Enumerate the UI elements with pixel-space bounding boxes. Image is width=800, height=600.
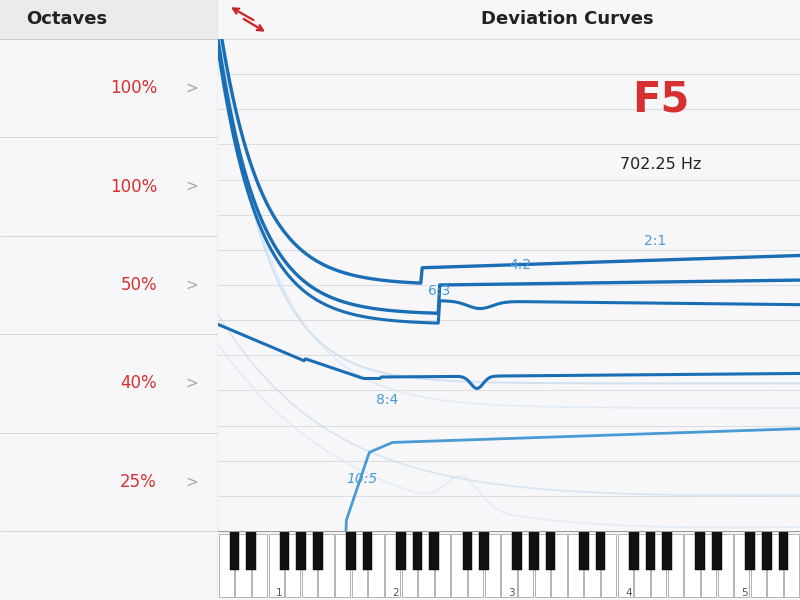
Bar (585, 534, 600, 597)
Bar (596, 531, 606, 569)
Bar (784, 534, 799, 597)
Bar (734, 534, 750, 597)
Bar (235, 534, 250, 597)
Bar (529, 531, 538, 569)
Bar (579, 531, 589, 569)
Text: 100%: 100% (110, 178, 157, 196)
Bar (634, 534, 650, 597)
Bar (662, 531, 672, 569)
Bar (318, 534, 334, 597)
Bar (451, 534, 466, 597)
Text: 2:1: 2:1 (644, 234, 666, 248)
Text: 2: 2 (392, 588, 399, 598)
Bar (252, 534, 267, 597)
Text: 1: 1 (276, 588, 282, 598)
Bar (651, 534, 666, 597)
Text: >: > (186, 80, 198, 95)
Text: 8:4: 8:4 (375, 393, 398, 407)
Bar (413, 531, 422, 569)
Bar (518, 534, 534, 597)
Bar (285, 534, 301, 597)
Text: 50%: 50% (120, 276, 157, 294)
Bar (313, 531, 322, 569)
Bar (712, 531, 722, 569)
Bar (363, 531, 373, 569)
Bar (485, 534, 500, 597)
Bar (346, 531, 356, 569)
Bar (668, 534, 683, 597)
Text: 40%: 40% (120, 374, 157, 392)
Bar (568, 534, 583, 597)
Bar (435, 534, 450, 597)
Bar (551, 534, 566, 597)
Bar (280, 531, 290, 569)
Bar (352, 534, 367, 597)
Text: 3: 3 (509, 588, 515, 598)
Text: >: > (186, 474, 198, 489)
Text: 25%: 25% (120, 473, 157, 491)
Bar (0, 0, 218, 39)
Bar (302, 534, 317, 597)
Bar (296, 531, 306, 569)
Text: 10:5: 10:5 (346, 472, 378, 486)
Bar (502, 534, 517, 597)
Bar (430, 531, 439, 569)
Bar (269, 534, 284, 597)
Text: 6:3: 6:3 (428, 284, 450, 298)
Text: 4:2: 4:2 (510, 258, 532, 272)
Text: >: > (186, 376, 198, 391)
Bar (762, 531, 771, 569)
Bar (778, 531, 788, 569)
Bar (684, 534, 699, 597)
Bar (750, 534, 766, 597)
Bar (385, 534, 400, 597)
Bar (368, 534, 384, 597)
Bar (479, 531, 489, 569)
Text: >: > (186, 277, 198, 292)
Bar (513, 531, 522, 569)
Bar (462, 531, 472, 569)
Text: 100%: 100% (110, 79, 157, 97)
Bar (230, 531, 239, 569)
Bar (629, 531, 638, 569)
Bar (546, 531, 555, 569)
Bar (402, 534, 417, 597)
Bar (767, 534, 782, 597)
Bar (701, 534, 716, 597)
Bar (396, 531, 406, 569)
Bar (746, 531, 755, 569)
Text: Octaves: Octaves (26, 10, 107, 28)
Bar (468, 534, 483, 597)
Bar (618, 534, 633, 597)
Bar (218, 534, 234, 597)
Text: 4: 4 (625, 588, 632, 598)
Bar (695, 531, 705, 569)
Bar (335, 534, 350, 597)
Bar (601, 534, 617, 597)
Bar (418, 534, 434, 597)
Bar (534, 534, 550, 597)
Text: Deviation Curves: Deviation Curves (481, 10, 654, 28)
Text: 702.25 Hz: 702.25 Hz (620, 157, 701, 172)
Bar (646, 531, 655, 569)
Bar (246, 531, 256, 569)
Bar (718, 534, 733, 597)
Text: 5: 5 (742, 588, 748, 598)
Text: F5: F5 (632, 79, 689, 121)
Text: >: > (186, 179, 198, 194)
